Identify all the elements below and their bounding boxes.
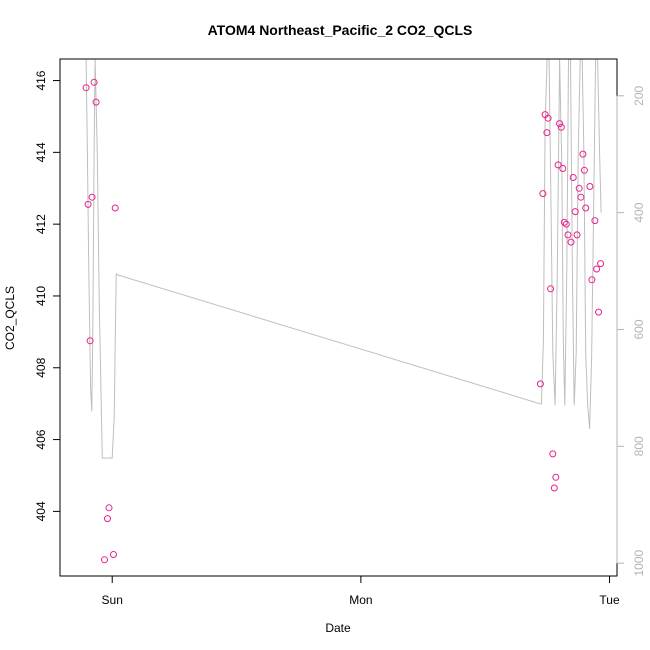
x-tick-label: Tue (599, 593, 620, 607)
data-point (539, 190, 547, 198)
data-point (110, 551, 117, 558)
plot-content (82, 59, 605, 564)
x-axis: Sun Mon Tue (102, 575, 620, 607)
data-point (88, 193, 96, 201)
data-point (562, 220, 570, 228)
data-point (577, 193, 585, 201)
y2-tick-label: 200 (632, 85, 646, 105)
data-point (564, 231, 572, 239)
series-line-1 (85, 59, 602, 459)
data-point (549, 450, 557, 458)
data-point (105, 504, 113, 512)
data-point (554, 161, 562, 169)
data-point (582, 204, 590, 212)
data-point (573, 231, 581, 239)
x-tick-label: Sun (102, 593, 123, 607)
data-point (543, 129, 551, 137)
data-point (569, 174, 577, 181)
data-point (104, 515, 111, 523)
data-point (575, 184, 583, 192)
data-point (593, 265, 601, 273)
y-tick-label: 416 (34, 70, 48, 90)
y-tick-label: 410 (34, 286, 48, 306)
data-point (557, 123, 565, 131)
data-point (579, 150, 587, 158)
y2-axis-right: 200 400 600 800 1000 (616, 85, 646, 576)
plot-frame (59, 58, 618, 577)
data-point (536, 380, 544, 388)
data-point (586, 183, 594, 190)
data-point (84, 200, 92, 208)
data-point (595, 308, 603, 316)
y-axis-label: CO2_QCLS (3, 286, 17, 350)
y-tick-label: 404 (34, 501, 48, 521)
data-point (571, 208, 579, 216)
data-point (82, 84, 90, 92)
data-point (550, 484, 558, 492)
y-tick-label: 414 (34, 142, 48, 162)
y2-tick-label: 600 (632, 319, 646, 339)
data-point (547, 285, 555, 293)
data-point (556, 120, 564, 128)
data-point (544, 114, 552, 122)
data-point (588, 276, 596, 284)
y2-tick-label: 400 (632, 202, 646, 222)
data-point (90, 78, 98, 86)
data-point (597, 260, 605, 268)
y-axis: 404 406 408 410 412 414 416 (34, 70, 61, 521)
data-point (101, 556, 108, 564)
data-point (111, 204, 119, 212)
chart-title: ATOM4 Northeast_Pacific_2 CO2_QCLS (208, 22, 473, 38)
y-tick-label: 408 (34, 357, 48, 377)
data-point (580, 166, 588, 174)
y2-tick-label: 1000 (632, 549, 646, 576)
data-point (86, 337, 94, 345)
y2-tick-label: 800 (632, 436, 646, 456)
data-point (591, 217, 599, 225)
data-point (567, 238, 575, 246)
y-tick-label: 412 (34, 214, 48, 234)
data-point (560, 218, 568, 226)
x-axis-label: Date (325, 621, 351, 635)
x-tick-label: Mon (349, 593, 372, 607)
data-point (552, 473, 560, 481)
y-tick-label: 406 (34, 429, 48, 449)
data-point (92, 98, 100, 106)
data-point (559, 165, 567, 172)
